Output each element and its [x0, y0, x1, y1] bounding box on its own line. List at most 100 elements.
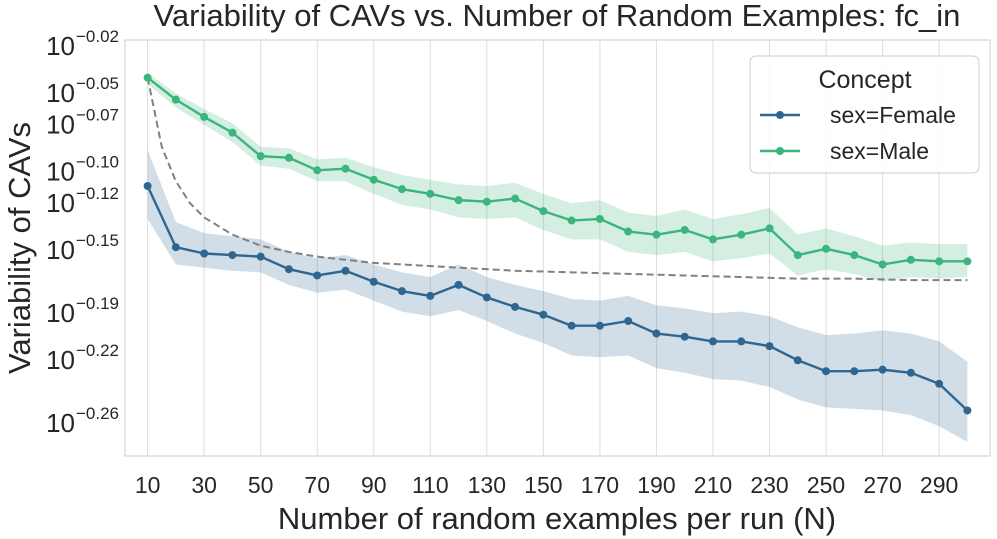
point-sex-female [963, 406, 972, 415]
point-sex-male [426, 189, 435, 198]
point-sex-female [256, 252, 265, 261]
point-sex-female [850, 367, 859, 376]
chart-title: Variability of CAVs vs. Number of Random… [154, 0, 961, 33]
point-sex-female [454, 280, 463, 289]
y-tick-base: 10 [46, 157, 75, 187]
x-tick-label: 290 [920, 472, 958, 498]
point-sex-female [765, 342, 774, 351]
y-tick-exponent: −0.07 [76, 105, 119, 124]
point-sex-male [822, 244, 831, 253]
point-sex-female [595, 321, 604, 330]
point-sex-female [426, 291, 435, 300]
point-sex-female [708, 337, 717, 346]
point-sex-female [284, 265, 293, 274]
point-sex-female [228, 251, 237, 260]
point-sex-female [652, 329, 661, 338]
y-axis-label: Variability of CAVs [2, 122, 37, 374]
series-lines [146, 76, 969, 412]
y-tick-base: 10 [46, 31, 75, 61]
y-tick-base: 10 [46, 235, 75, 265]
point-sex-male [793, 251, 802, 260]
x-tick-label: 150 [524, 472, 562, 498]
x-tick-label: 230 [750, 472, 788, 498]
x-tick-label: 90 [361, 472, 387, 498]
band-sex-female [147, 149, 968, 442]
point-sex-female [341, 266, 350, 275]
point-sex-male [652, 230, 661, 239]
y-tick-exponent: −0.05 [76, 74, 119, 93]
point-sex-male [737, 230, 746, 239]
point-sex-female [171, 243, 180, 252]
x-tick-label: 130 [468, 472, 506, 498]
point-sex-female [313, 271, 322, 280]
point-sex-female [822, 367, 831, 376]
x-tick-label: 10 [135, 472, 161, 498]
point-sex-male [369, 175, 378, 184]
y-tick-exponent: −0.15 [76, 231, 119, 250]
point-sex-female [793, 356, 802, 365]
legend: Concept sex=Female sex=Male [749, 55, 980, 174]
point-sex-female [935, 379, 944, 388]
legend-marker-male [776, 147, 784, 155]
legend-marker-female [776, 111, 784, 119]
point-sex-female [539, 310, 548, 319]
legend-label-male: sex=Male [830, 138, 929, 164]
point-sex-female [200, 249, 209, 258]
x-axis-label: Number of random examples per run (N) [278, 501, 836, 536]
point-sex-male [143, 73, 152, 82]
point-sex-male [454, 196, 463, 205]
point-sex-male [624, 227, 633, 236]
point-sex-male [708, 235, 717, 244]
legend-title: Concept [818, 66, 911, 94]
point-sex-female [737, 337, 746, 346]
point-sex-female [398, 287, 407, 296]
point-sex-male [680, 225, 689, 234]
legend-frame [749, 55, 980, 174]
y-tick-base: 10 [46, 78, 75, 108]
point-sex-male [850, 251, 859, 260]
y-tick-exponent: −0.02 [76, 27, 119, 46]
y-tick-exponent: −0.26 [76, 404, 119, 423]
x-tick-label: 50 [248, 472, 274, 498]
point-sex-male [935, 257, 944, 266]
point-sex-male [595, 214, 604, 223]
point-sex-female [624, 316, 633, 325]
point-sex-female [482, 293, 491, 302]
series-points [143, 73, 972, 415]
point-sex-male [228, 128, 237, 137]
point-sex-male [398, 185, 407, 194]
y-tick-base: 10 [46, 109, 75, 139]
y-tick-exponent: −0.19 [76, 294, 119, 313]
x-axis-ticks: 10 30 50 70 90 110 130 150 170 190 210 230 250 270 290 [135, 472, 958, 498]
point-sex-male [284, 153, 293, 162]
legend-label-female: sex=Female [830, 102, 956, 128]
reference-curve [146, 77, 968, 282]
grid-lines [147, 40, 940, 456]
point-sex-female [143, 181, 152, 190]
point-sex-male [341, 164, 350, 173]
point-sex-female [567, 321, 576, 330]
line-sex-male [146, 76, 968, 266]
y-tick-base: 10 [46, 188, 75, 218]
point-sex-male [482, 197, 491, 206]
x-tick-label: 110 [412, 472, 449, 498]
x-tick-label: 250 [807, 472, 845, 498]
y-tick-exponent: −0.10 [76, 153, 119, 172]
point-sex-male [539, 207, 548, 216]
point-sex-male [906, 255, 915, 264]
x-tick-label: 170 [581, 472, 619, 498]
x-tick-label: 210 [694, 472, 732, 498]
y-tick-base: 10 [46, 298, 75, 328]
point-sex-male [567, 216, 576, 225]
y-tick-base: 10 [46, 345, 75, 375]
reference-curve-layer [146, 77, 968, 282]
point-sex-male [963, 257, 972, 266]
point-sex-female [906, 368, 915, 377]
point-sex-female [511, 302, 520, 311]
point-sex-male [256, 152, 265, 161]
point-sex-male [171, 95, 180, 104]
x-tick-label: 270 [863, 472, 901, 498]
point-sex-female [680, 332, 689, 341]
